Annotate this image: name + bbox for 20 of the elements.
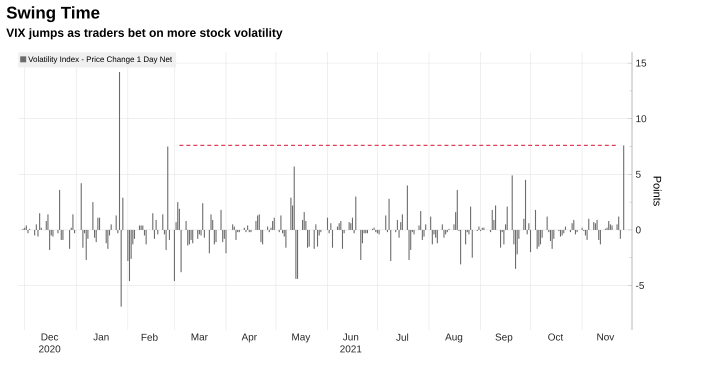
x-tick-label: Dec 2020 — [39, 334, 60, 352]
chart-title: Swing Time — [6, 6, 100, 22]
y-tick-label: -5 — [636, 282, 644, 289]
x-tick-label: Jan — [93, 334, 109, 340]
y-axis-title: Points — [653, 176, 662, 206]
x-tick-label: Feb — [142, 334, 158, 341]
x-tick-label: Jun 2021 — [340, 334, 362, 352]
y-tick-label: 10 — [636, 115, 646, 122]
x-tick-label: Aug — [445, 334, 462, 342]
chart-subtitle: VIX jumps as traders bet on more stock volatility — [6, 28, 283, 40]
x-tick-label: Apr — [242, 334, 257, 342]
x-tick-label: Sep — [495, 334, 512, 343]
y-tick-label: 0 — [636, 226, 641, 234]
x-tick-label: Nov — [597, 334, 614, 340]
y-tick-label: 5 — [636, 170, 641, 178]
x-tick-label: Oct — [548, 334, 564, 341]
x-tick-label: May — [292, 334, 310, 342]
x-tick-label: Jul — [396, 334, 408, 341]
x-tick-label: Mar — [192, 334, 208, 340]
y-tick-label: 15 — [636, 60, 646, 67]
